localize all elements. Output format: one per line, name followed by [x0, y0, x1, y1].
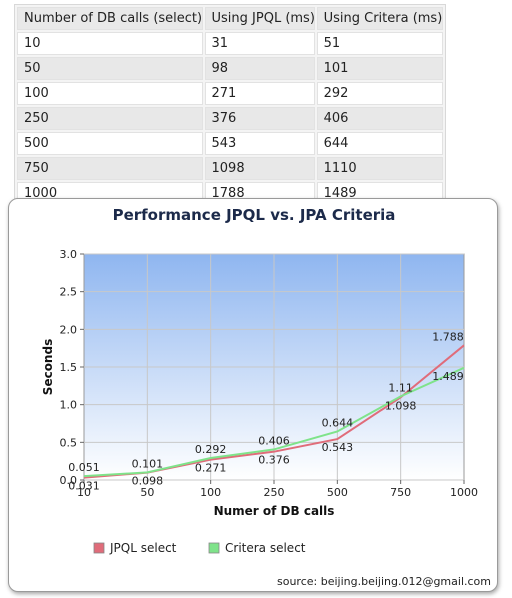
y-tick-label: 1.5	[60, 361, 78, 374]
table-cell: 500	[17, 132, 203, 155]
table-cell: 376	[204, 107, 315, 130]
x-tick-label: 100	[200, 486, 221, 499]
data-label: 0.271	[195, 462, 227, 475]
table-cell: 271	[204, 82, 315, 105]
table-cell: 31	[204, 32, 315, 55]
table-cell: 292	[316, 82, 443, 105]
data-label: 1.489	[432, 370, 464, 383]
data-label: 0.098	[132, 475, 164, 488]
table-cell: 644	[316, 132, 443, 155]
chart-panel: Performance JPQL vs. JPA Criteria 0.0 0.5…	[8, 198, 498, 592]
x-tick-label: 750	[390, 486, 411, 499]
y-tick-label: 3.0	[60, 248, 78, 261]
x-tick-label: 500	[327, 486, 348, 499]
data-label: 0.644	[322, 416, 354, 429]
data-label: 0.292	[195, 443, 227, 456]
chart-title: Performance JPQL vs. JPA Criteria	[113, 206, 396, 224]
data-labels: 0.031 0.098 0.271 0.376 0.543 1.098 1.788 0.051…	[68, 330, 464, 492]
data-label: 1.098	[385, 399, 417, 412]
table-row: 50 98 101	[17, 57, 443, 80]
table-cell: 543	[204, 132, 315, 155]
source-text: source: beijing.beijing.012@gmail.com	[277, 575, 491, 588]
legend-swatch	[208, 542, 220, 554]
table-row: 750 1098 1110	[17, 157, 443, 180]
x-axis-ticks: 10 50 100 250 500 750 1000	[77, 480, 478, 499]
x-tick-label: 10	[77, 486, 91, 499]
table-cell: 98	[204, 57, 315, 80]
x-tick-label: 50	[140, 486, 154, 499]
header-db-calls: Number of DB calls (select)	[17, 7, 203, 30]
data-label: 0.031	[68, 480, 100, 493]
y-tick-label: 1.0	[60, 399, 78, 412]
x-tick-label: 1000	[450, 486, 478, 499]
data-label: 1.788	[432, 330, 464, 343]
grid-lines	[84, 253, 464, 481]
y-tick-label: 2.5	[60, 286, 78, 299]
table-cell: 100	[17, 82, 203, 105]
table-row: 250 376 406	[17, 107, 443, 130]
line-chart: Performance JPQL vs. JPA Criteria 0.0 0.5…	[41, 206, 491, 588]
legend-label: Critera select	[225, 541, 306, 555]
table-cell: 10	[17, 32, 203, 55]
table-cell: 1098	[204, 157, 315, 180]
data-label: 1.11	[388, 381, 413, 394]
table-row: 100 271 292	[17, 82, 443, 105]
table-cell: 250	[17, 107, 203, 130]
data-label: 0.406	[258, 434, 290, 447]
table-row: 500 543 644	[17, 132, 443, 155]
header-jpql: Using JPQL (ms)	[204, 7, 315, 30]
table-cell: 50	[17, 57, 203, 80]
table-cell: 101	[316, 57, 443, 80]
legend-label: JPQL select	[109, 541, 177, 555]
data-label: 0.101	[132, 457, 164, 470]
legend-swatch	[93, 542, 105, 554]
x-tick-label: 250	[264, 486, 285, 499]
x-axis-label: Numer of DB calls	[214, 504, 335, 518]
y-tick-label: 2.0	[60, 323, 78, 336]
table-cell: 1110	[316, 157, 443, 180]
table-cell: 51	[316, 32, 443, 55]
table-row: 10 31 51	[17, 32, 443, 55]
table-header-row: Number of DB calls (select) Using JPQL (…	[17, 7, 443, 30]
table-cell: 406	[316, 107, 443, 130]
data-label: 0.051	[68, 461, 100, 474]
y-tick-label: 0.0	[60, 474, 78, 487]
header-criteria: Using Critera (ms)	[316, 7, 443, 30]
legend: JPQL select Critera select	[93, 541, 306, 555]
data-table: Number of DB calls (select) Using JPQL (…	[14, 4, 446, 208]
data-label: 0.376	[258, 454, 290, 467]
series-group	[83, 344, 465, 479]
y-axis-label: Seconds	[41, 339, 55, 395]
table-cell: 750	[17, 157, 203, 180]
y-tick-label: 0.5	[60, 436, 78, 449]
series-line-criteria	[83, 366, 465, 478]
data-label: 0.543	[322, 441, 354, 454]
y-axis-ticks: 0.0 0.5 1.0 1.5 2.0 2.5 3.0	[60, 248, 84, 487]
